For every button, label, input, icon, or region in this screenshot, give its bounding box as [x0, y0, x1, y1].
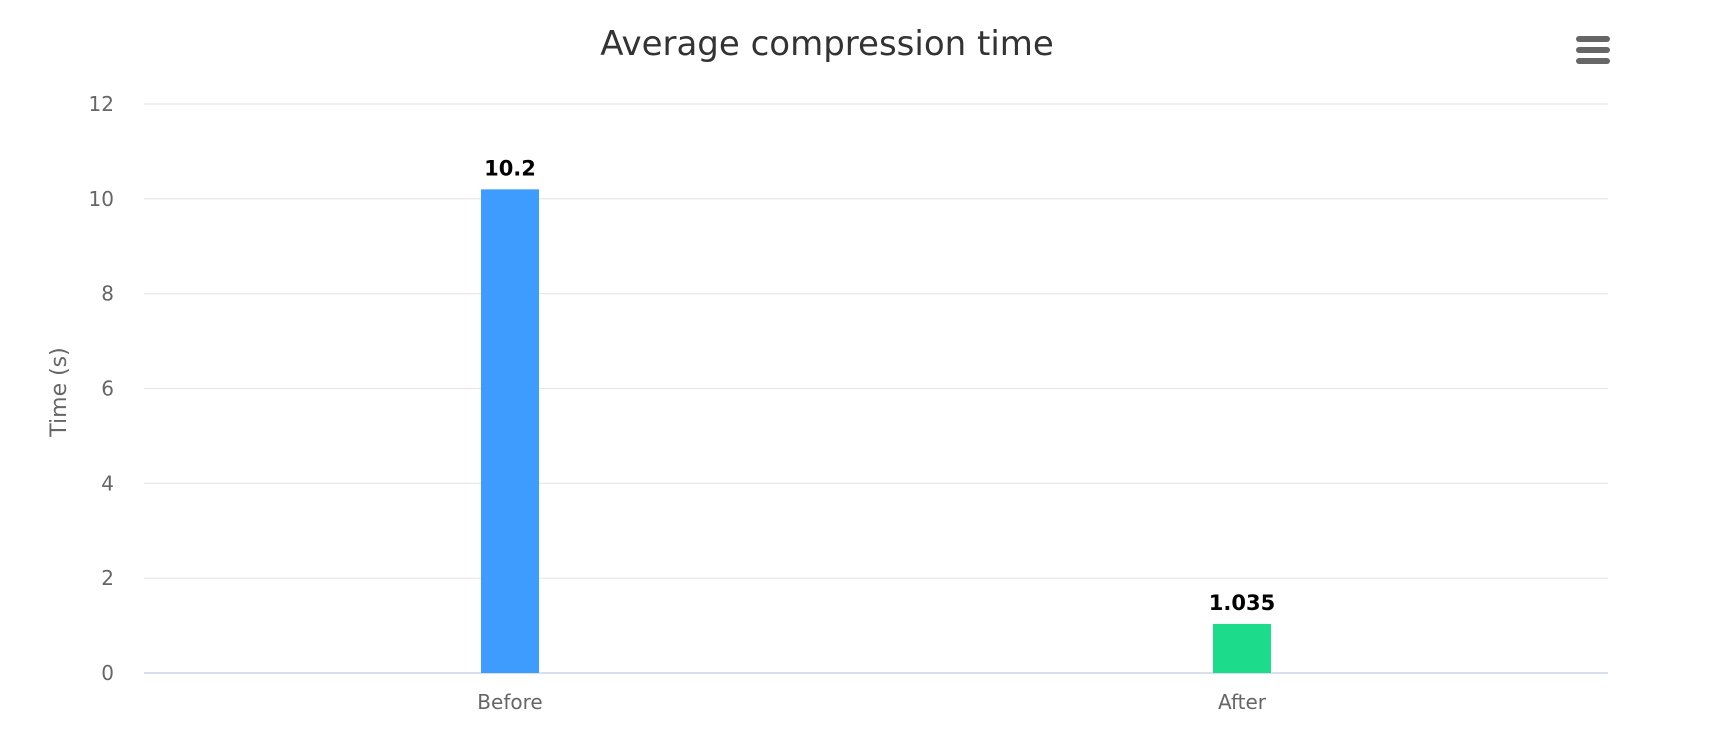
- bar-before[interactable]: [481, 189, 539, 673]
- y-axis-ticks: 0 2 4 6 8 10 12: [89, 92, 114, 685]
- y-tick-label: 10: [89, 187, 114, 211]
- data-labels: 10.2 1.035: [484, 156, 1275, 615]
- y-tick-label: 4: [101, 471, 114, 495]
- y-tick-label: 6: [101, 377, 114, 401]
- y-axis-title: Time (s): [47, 347, 72, 437]
- data-label-after: 1.035: [1209, 591, 1275, 615]
- gridlines: [144, 103, 1608, 674]
- y-tick-label: 2: [101, 566, 114, 590]
- x-tick-label-after: After: [1218, 690, 1267, 714]
- chart-menu-button[interactable]: [1568, 30, 1616, 76]
- bars: [481, 189, 1271, 673]
- y-tick-label: 0: [101, 661, 114, 685]
- bar-after[interactable]: [1213, 623, 1271, 673]
- x-axis-ticks: Before After: [477, 690, 1266, 714]
- x-tick-label-before: Before: [477, 690, 542, 714]
- hamburger-menu-icon: [1576, 36, 1610, 64]
- y-tick-label: 12: [89, 92, 114, 116]
- chart-title: Average compression time: [600, 24, 1054, 64]
- data-label-before: 10.2: [484, 156, 536, 180]
- y-tick-label: 8: [101, 282, 114, 306]
